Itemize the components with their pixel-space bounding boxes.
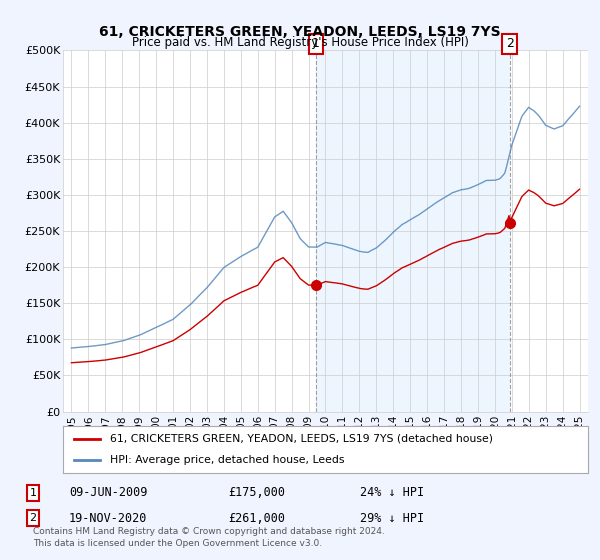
Text: Price paid vs. HM Land Registry's House Price Index (HPI): Price paid vs. HM Land Registry's House … <box>131 36 469 49</box>
Text: Contains HM Land Registry data © Crown copyright and database right 2024.
This d: Contains HM Land Registry data © Crown c… <box>33 527 385 548</box>
Text: 2: 2 <box>506 38 514 50</box>
Text: £261,000: £261,000 <box>228 511 285 525</box>
Text: 61, CRICKETERS GREEN, YEADON, LEEDS, LS19 7YS: 61, CRICKETERS GREEN, YEADON, LEEDS, LS1… <box>99 25 501 39</box>
Text: 1: 1 <box>29 488 37 498</box>
Text: 61, CRICKETERS GREEN, YEADON, LEEDS, LS19 7YS (detached house): 61, CRICKETERS GREEN, YEADON, LEEDS, LS1… <box>110 434 493 444</box>
Text: 19-NOV-2020: 19-NOV-2020 <box>69 511 148 525</box>
Text: 09-JUN-2009: 09-JUN-2009 <box>69 486 148 500</box>
Text: 2: 2 <box>29 513 37 523</box>
Text: 29% ↓ HPI: 29% ↓ HPI <box>360 511 424 525</box>
Text: 1: 1 <box>312 38 320 50</box>
Text: £175,000: £175,000 <box>228 486 285 500</box>
Text: 24% ↓ HPI: 24% ↓ HPI <box>360 486 424 500</box>
Bar <box>316 50 510 412</box>
Text: HPI: Average price, detached house, Leeds: HPI: Average price, detached house, Leed… <box>110 455 345 465</box>
